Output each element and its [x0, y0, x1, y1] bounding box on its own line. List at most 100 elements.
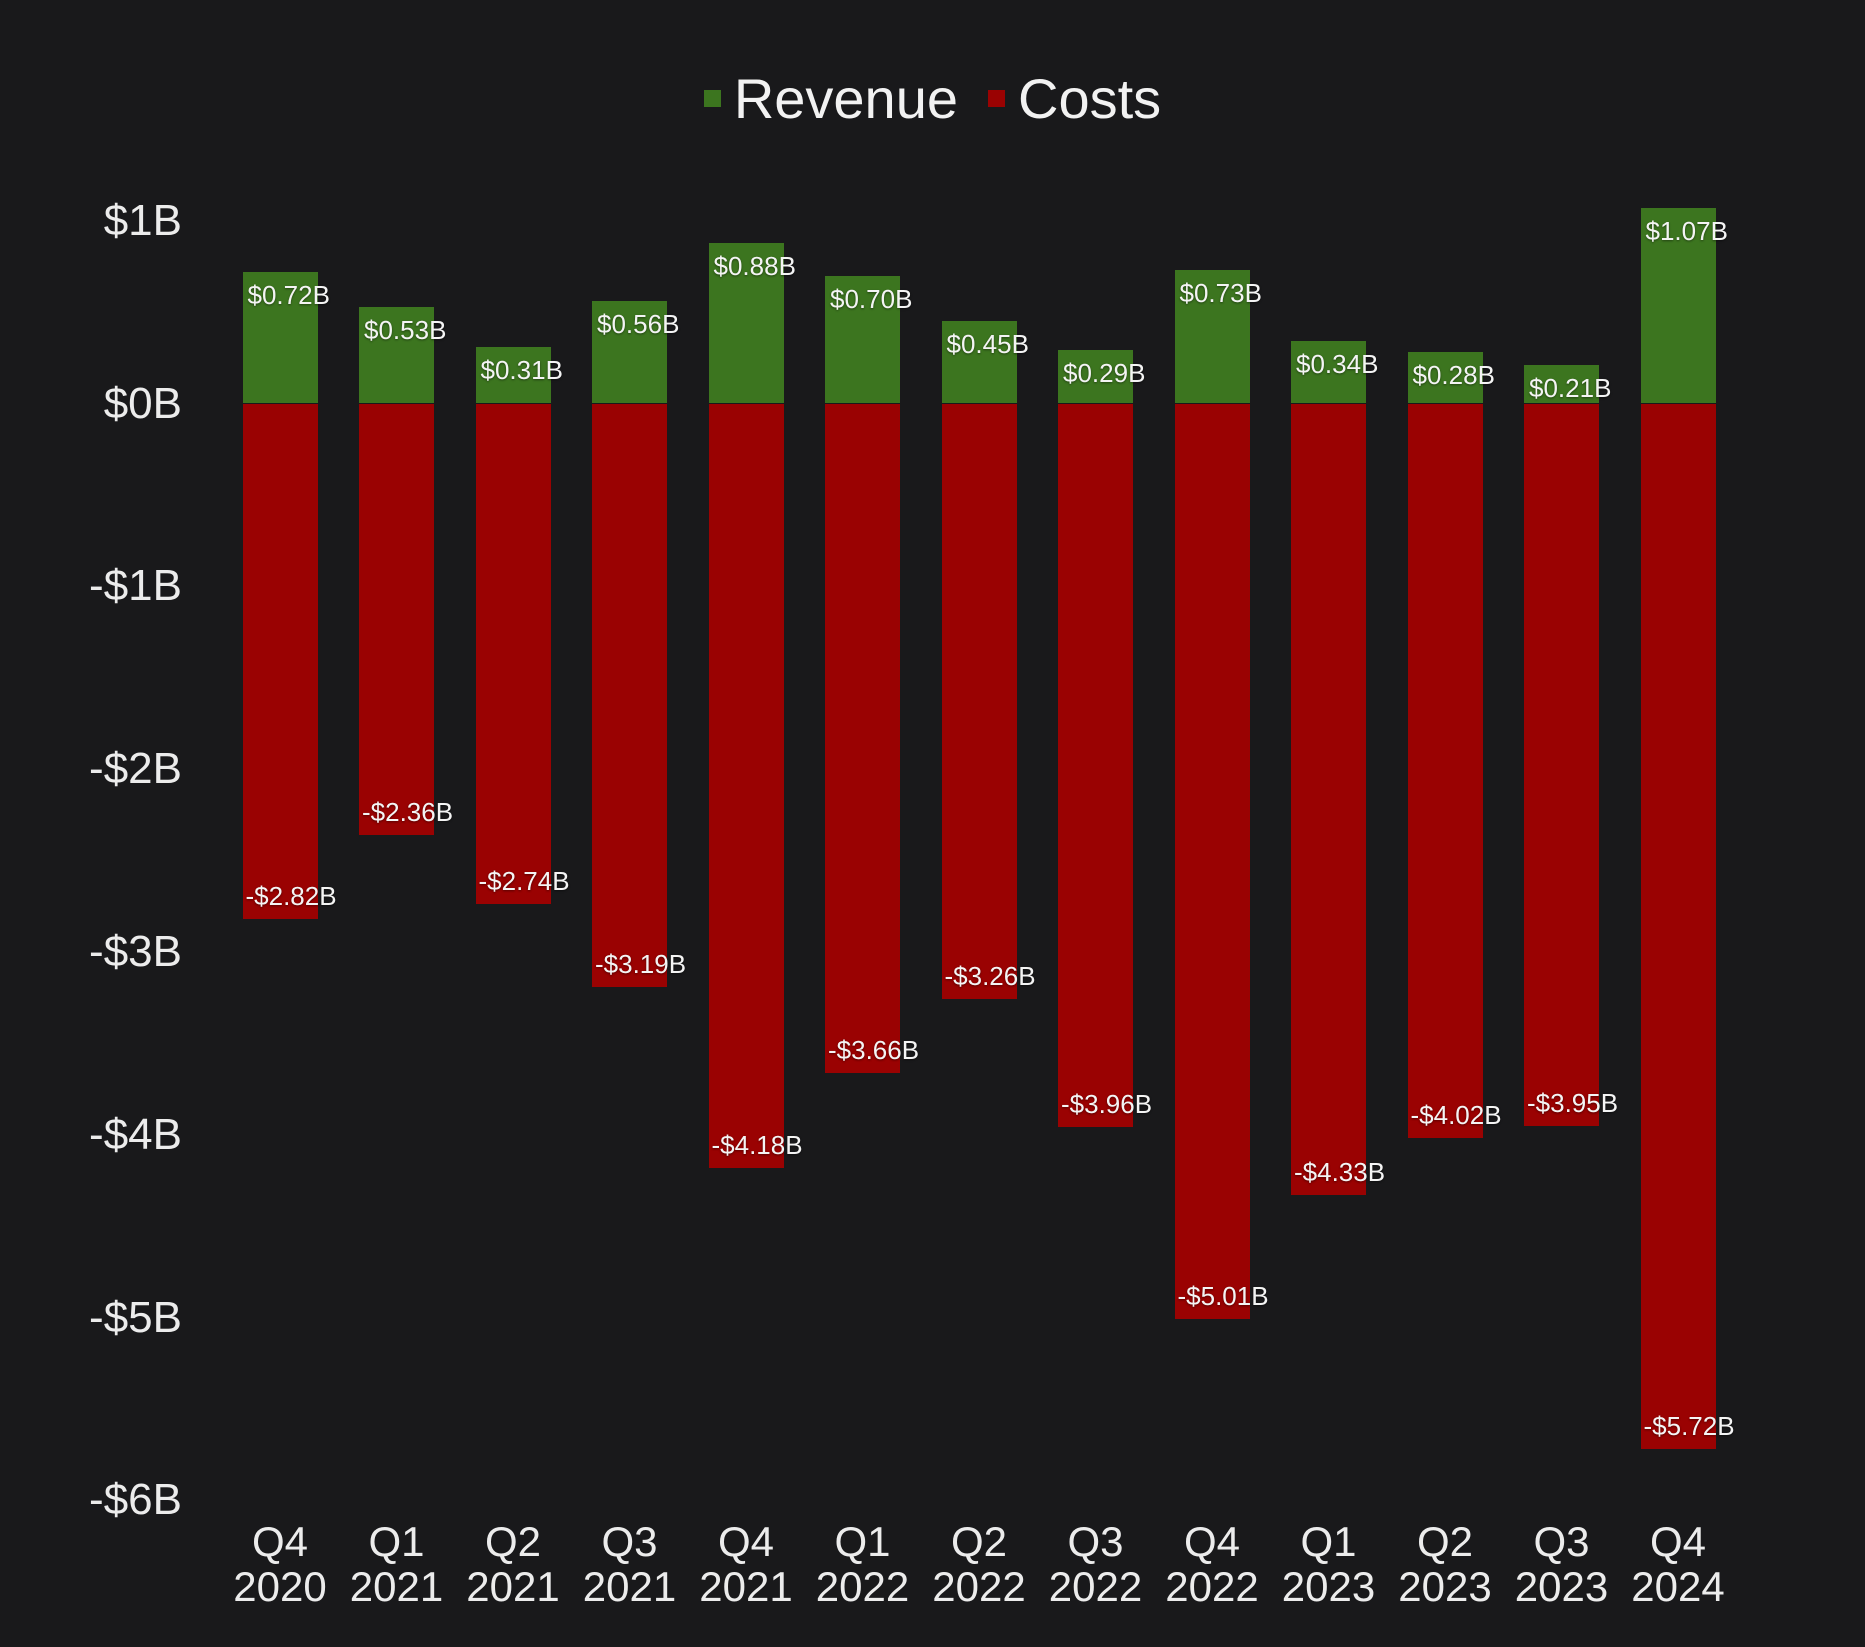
costs-bar-q4-2020[interactable]: -$2.82B	[242, 403, 337, 919]
legend-item-revenue[interactable]: Revenue	[703, 68, 958, 130]
costs-value-label-q1-2022: -$3.66B	[828, 1034, 920, 1065]
x-tick-label-q4-2022: Q4 2022	[1132, 1519, 1292, 1609]
x-tick-quarter: Q1	[1300, 1518, 1357, 1565]
legend-item-costs[interactable]: Costs	[988, 68, 1161, 130]
revenue-value-label-q4-2024: $1.07B	[1645, 215, 1728, 246]
x-tick-year: 2022	[932, 1563, 1026, 1610]
costs-bar-q1-2023[interactable]: -$4.33B	[1291, 403, 1385, 1196]
costs-bar-q3-2023[interactable]: -$3.95B	[1524, 403, 1618, 1126]
chart-legend: Revenue Costs	[0, 68, 1865, 130]
y-tick-label-0b: $0B	[103, 378, 182, 428]
costs-value-label-q2-2021: -$2.74B	[478, 866, 570, 897]
x-tick-year: 2023	[1281, 1563, 1376, 1610]
revenue-bar-q1-2021[interactable]: $0.53B	[359, 306, 446, 404]
costs-value-label-q4-2020: -$2.82B	[245, 880, 337, 911]
x-tick-year: 2023	[1398, 1563, 1492, 1610]
costs-bar-q4-2024[interactable]: -$5.72B	[1640, 403, 1735, 1450]
costs-value-label-q4-2022: -$5.01B	[1177, 1281, 1269, 1312]
costs-value-label-q4-2021: -$4.18B	[711, 1129, 803, 1160]
y-tick-label-neg-2b: -$2B	[89, 744, 182, 794]
costs-value-label-q3-2021: -$3.19B	[595, 948, 687, 979]
y-tick-label-neg-3b: -$3B	[89, 926, 182, 976]
revenue-value-label-q3-2022: $0.29B	[1063, 358, 1146, 389]
x-tick-label-q1-2023: Q1 2023	[1249, 1519, 1409, 1609]
x-tick-quarter: Q2	[1416, 1518, 1474, 1565]
revenue-bar-q2-2023[interactable]: $0.28B	[1407, 352, 1495, 404]
revenue-value-label-q3-2023: $0.21B	[1529, 373, 1612, 404]
x-tick-label-q4-2020: Q4 2020	[200, 1519, 360, 1609]
costs-bar-q1-2022[interactable]: -$3.66B	[825, 403, 919, 1073]
revenue-value-label-q2-2021: $0.31B	[480, 354, 563, 385]
revenue-bar-q1-2023[interactable]: $0.34B	[1291, 341, 1378, 404]
y-tick-label-neg-4b: -$4B	[89, 1109, 182, 1159]
x-tick-quarter: Q3	[601, 1518, 658, 1565]
revenue-bar-q3-2021[interactable]: $0.56B	[592, 301, 679, 404]
costs-bar-q2-2022[interactable]: -$3.26B	[941, 403, 1036, 1000]
costs-value-label-q1-2021: -$2.36B	[362, 796, 454, 827]
revenue-bar-q4-2021[interactable]: $0.88B	[708, 242, 796, 404]
costs-value-label-q3-2022: -$3.96B	[1061, 1089, 1153, 1120]
costs-value-label-q1-2023: -$4.33B	[1294, 1157, 1386, 1188]
costs-value-label-q3-2023: -$3.95B	[1527, 1087, 1619, 1118]
x-tick-quarter: Q1	[834, 1518, 891, 1565]
x-tick-quarter: Q4	[1649, 1518, 1707, 1565]
x-tick-year: 2023	[1514, 1563, 1609, 1610]
costs-bar-q1-2021[interactable]: -$2.36B	[359, 403, 453, 835]
costs-bar-q2-2021[interactable]: -$2.74B	[475, 403, 570, 905]
y-tick-label-neg-6b: -$6B	[89, 1475, 182, 1525]
x-tick-year: 2021	[699, 1563, 793, 1610]
revenue-value-label-q1-2023: $0.34B	[1296, 349, 1379, 380]
costs-legend-label: Costs	[1018, 67, 1162, 130]
x-tick-label-q4-2024: Q4 2024	[1598, 1519, 1758, 1609]
x-tick-year: 2021	[466, 1563, 560, 1610]
costs-value-label-q2-2023: -$4.02B	[1410, 1100, 1502, 1131]
revenue-bar-q4-2022[interactable]: $0.73B	[1174, 270, 1262, 404]
x-tick-label-q2-2023: Q2 2023	[1365, 1519, 1525, 1609]
x-tick-year: 2022	[815, 1563, 910, 1610]
costs-bar-q4-2021[interactable]: -$4.18B	[708, 403, 803, 1168]
x-tick-quarter: Q4	[251, 1518, 309, 1565]
x-tick-label-q1-2022: Q1 2022	[783, 1519, 943, 1609]
x-tick-quarter: Q1	[368, 1518, 425, 1565]
y-tick-label-neg-1b: -$1B	[89, 561, 182, 611]
x-tick-label-q2-2022: Q2 2022	[899, 1519, 1059, 1609]
x-tick-label-q3-2021: Q3 2021	[550, 1519, 710, 1609]
costs-bar-q2-2023[interactable]: -$4.02B	[1407, 403, 1502, 1139]
costs-bar-q3-2021[interactable]: -$3.19B	[592, 403, 686, 987]
x-tick-label-q3-2022: Q3 2022	[1016, 1519, 1176, 1609]
x-tick-year: 2021	[349, 1563, 444, 1610]
costs-value-label-q2-2022: -$3.26B	[944, 961, 1036, 992]
revenue-bar-q4-2020[interactable]: $0.72B	[242, 271, 330, 404]
x-tick-quarter: Q4	[717, 1518, 775, 1565]
revenue-value-label-q1-2022: $0.70B	[830, 283, 913, 314]
revenue-value-label-q4-2021: $0.88B	[713, 250, 796, 281]
x-tick-quarter: Q2	[950, 1518, 1008, 1565]
x-tick-quarter: Q3	[1067, 1518, 1124, 1565]
y-tick-label-neg-5b: -$5B	[89, 1292, 182, 1342]
revenue-value-label-q3-2021: $0.56B	[597, 309, 680, 340]
x-tick-year: 2021	[582, 1563, 677, 1610]
revenue-value-label-q2-2022: $0.45B	[946, 329, 1029, 360]
costs-legend-swatch-icon	[988, 90, 1005, 108]
x-tick-quarter: Q4	[1183, 1518, 1241, 1565]
x-tick-year: 2022	[1048, 1563, 1143, 1610]
revenue-bar-q3-2022[interactable]: $0.29B	[1058, 350, 1145, 404]
revenue-value-label-q2-2023: $0.28B	[1412, 360, 1495, 391]
revenue-value-label-q4-2020: $0.72B	[247, 279, 330, 310]
x-tick-label-q4-2021: Q4 2021	[666, 1519, 826, 1609]
x-tick-label-q1-2021: Q1 2021	[317, 1519, 477, 1609]
costs-bar-q3-2022[interactable]: -$3.96B	[1058, 403, 1152, 1128]
x-tick-year: 2022	[1165, 1563, 1259, 1610]
revenue-bar-q2-2022[interactable]: $0.45B	[941, 321, 1029, 404]
revenue-bar-q2-2021[interactable]: $0.31B	[475, 346, 563, 404]
revenue-value-label-q1-2021: $0.53B	[364, 314, 447, 345]
costs-bar-q4-2022[interactable]: -$5.01B	[1174, 403, 1269, 1320]
revenue-bar-q3-2023[interactable]: $0.21B	[1524, 365, 1611, 404]
revenue-bar-q1-2022[interactable]: $0.70B	[825, 275, 912, 404]
revenue-bar-q4-2024[interactable]: $1.07B	[1640, 207, 1728, 404]
x-tick-label-q3-2023: Q3 2023	[1482, 1519, 1642, 1609]
x-tick-year: 2020	[233, 1563, 327, 1610]
x-tick-label-q2-2021: Q2 2021	[433, 1519, 593, 1609]
